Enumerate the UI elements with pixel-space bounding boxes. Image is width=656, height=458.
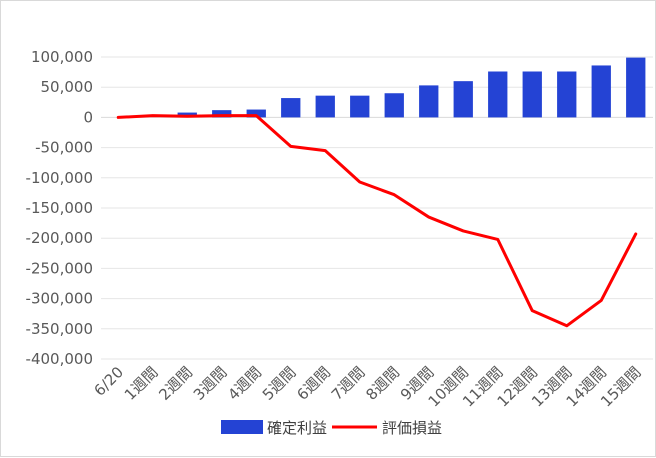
y-tick-label: -200,000: [26, 229, 93, 247]
x-tick-label: 5週間: [259, 363, 300, 404]
x-tick-label: 7週間: [328, 363, 369, 404]
legend-swatch-bar: [221, 420, 263, 434]
y-tick-label: 0: [83, 108, 93, 126]
x-axis-ticks: 6/201週間2週間3週間4週間5週間6週間7週間8週間9週間10週間11週間1…: [91, 363, 645, 410]
x-tick-label: 2週間: [155, 363, 196, 404]
bar: [385, 93, 404, 117]
bar: [488, 71, 507, 117]
y-tick-label: 100,000: [31, 48, 93, 66]
y-tick-label: -400,000: [26, 350, 93, 368]
bar: [316, 96, 335, 118]
bar: [281, 98, 300, 117]
x-tick-label: 1週間: [121, 363, 162, 404]
y-tick-label: -300,000: [26, 290, 93, 308]
y-tick-label: -350,000: [26, 320, 93, 338]
bar: [557, 71, 576, 117]
y-tick-label: -50,000: [35, 139, 93, 157]
bar: [350, 96, 369, 118]
y-tick-label: -250,000: [26, 259, 93, 277]
x-tick-label: 4週間: [224, 363, 265, 404]
x-tick-label: 6週間: [293, 363, 334, 404]
bar: [419, 85, 438, 117]
x-tick-label: 3週間: [190, 363, 231, 404]
bar: [592, 65, 611, 117]
legend-label-line: 評価損益: [382, 419, 442, 437]
bar: [454, 81, 473, 117]
x-tick-label: 6/20: [91, 363, 128, 400]
y-tick-label: -100,000: [26, 169, 93, 187]
y-tick-label: 50,000: [41, 78, 94, 96]
y-axis-ticks: 100,000 50,000 0 -50,000 -100,000 -150,000 -20…: [26, 48, 93, 368]
x-tick-label: 8週間: [362, 363, 403, 404]
bar: [626, 58, 645, 118]
y-tick-label: -150,000: [26, 199, 93, 217]
legend-label-bar: 確定利益: [267, 419, 327, 437]
legend: 確定利益 評価損益: [221, 419, 442, 437]
bar: [523, 71, 542, 117]
